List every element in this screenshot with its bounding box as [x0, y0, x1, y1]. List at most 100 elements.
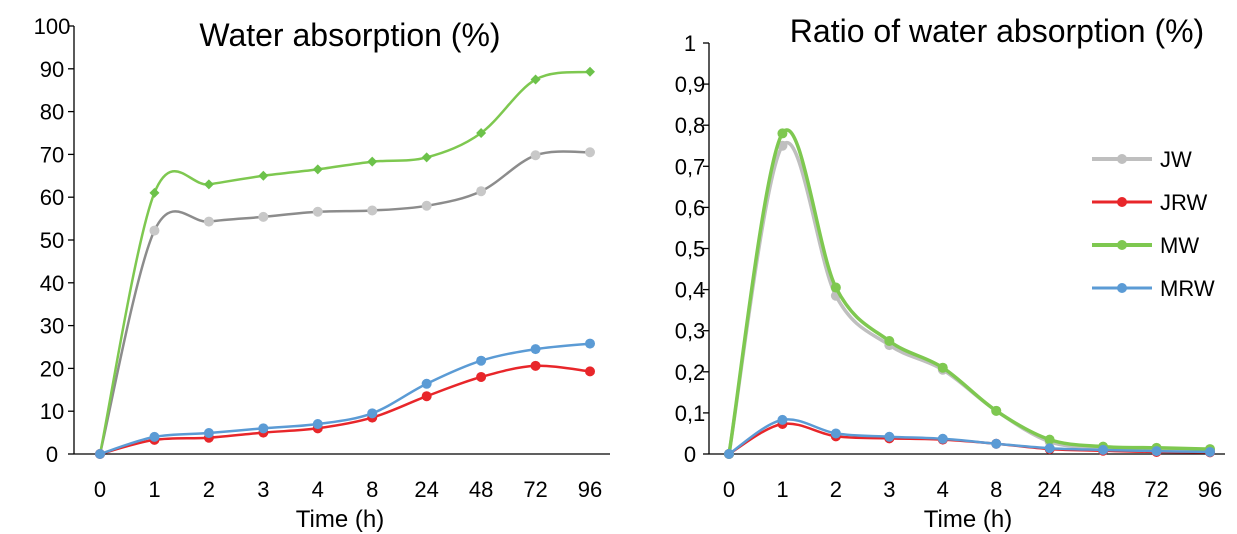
- y-tick-label: 100: [34, 14, 71, 39]
- data-point: [937, 362, 948, 373]
- data-point: [421, 378, 432, 389]
- data-point: [367, 408, 378, 419]
- chart-title: Water absorption (%): [199, 17, 500, 53]
- series-line: [98, 70, 591, 455]
- y-tick-label: 0,3: [675, 319, 706, 344]
- data-point: [421, 152, 432, 163]
- data-point: [258, 211, 269, 222]
- legend-swatch-marker: [1117, 197, 1127, 207]
- legend-swatch-marker: [1117, 283, 1127, 293]
- data-point: [1044, 443, 1055, 454]
- legend-item: MW: [1092, 233, 1199, 258]
- series-line: [99, 364, 591, 456]
- x-tick-label: 96: [1198, 477, 1222, 502]
- x-tick-label: 1: [148, 477, 160, 502]
- data-point: [312, 206, 323, 217]
- y-tick-label: 0,1: [675, 401, 706, 426]
- series-line: [99, 342, 591, 456]
- legend-label: MRW: [1160, 276, 1215, 301]
- y-tick-label: 0,9: [675, 72, 706, 97]
- data-point: [476, 186, 487, 197]
- series-line: [728, 418, 1211, 456]
- x-tick-label: 0: [94, 477, 106, 502]
- x-tick-label: 3: [257, 477, 269, 502]
- y-tick-label: 0: [46, 442, 58, 467]
- x-axis-label: Time (h): [296, 506, 384, 533]
- data-point: [312, 164, 323, 175]
- x-tick-label: 8: [990, 477, 1002, 502]
- data-point: [585, 66, 595, 77]
- legend-item: MRW: [1092, 276, 1215, 301]
- data-point: [203, 179, 214, 190]
- x-tick-label: 8: [366, 477, 378, 502]
- data-point: [585, 147, 595, 158]
- series-layer: [724, 128, 1215, 459]
- data-point: [830, 282, 841, 293]
- data-point: [530, 150, 541, 161]
- data-point: [203, 216, 214, 227]
- data-point: [585, 338, 595, 349]
- series-0: [95, 147, 595, 459]
- data-point: [1151, 446, 1162, 457]
- data-point: [830, 428, 841, 439]
- legend-item: JRW: [1092, 190, 1207, 215]
- y-tick-label: 80: [40, 100, 64, 125]
- y-tick-label: 0,8: [675, 113, 706, 138]
- legend-label: MW: [1160, 233, 1199, 258]
- series-line: [98, 150, 591, 455]
- y-tick-label: 1: [684, 31, 696, 56]
- series-line: [727, 140, 1211, 455]
- series-1: [95, 66, 595, 459]
- data-point: [95, 449, 105, 459]
- x-tick-label: 4: [312, 477, 324, 502]
- x-tick-label: 24: [1037, 477, 1061, 502]
- y-tick-label: 20: [40, 356, 64, 381]
- x-tick-label: 24: [414, 477, 438, 502]
- y-tick-label: 0,2: [675, 360, 706, 385]
- data-point: [1044, 434, 1055, 445]
- data-point: [1098, 444, 1109, 455]
- data-point: [476, 128, 487, 138]
- legend-swatch-marker: [1117, 154, 1127, 164]
- y-tick-label: 0: [684, 442, 696, 467]
- legend-label: JW: [1160, 147, 1192, 172]
- x-tick-label: 1: [776, 477, 788, 502]
- data-point: [203, 428, 214, 439]
- y-tick-label: 70: [40, 142, 64, 167]
- tick-layer: 00,10,20,30,40,50,60,70,80,910 1 2 3 4 8 24 48 7…: [675, 31, 1225, 502]
- data-point: [476, 355, 487, 366]
- data-point: [530, 360, 541, 371]
- y-tick-label: 40: [40, 271, 64, 296]
- data-point: [991, 405, 1002, 416]
- data-point: [884, 431, 895, 442]
- y-tick-label: 60: [40, 185, 64, 210]
- x-tick-label: 72: [1144, 477, 1168, 502]
- series-line: [727, 128, 1211, 455]
- data-point: [258, 423, 269, 434]
- y-tick-label: 50: [40, 228, 64, 253]
- series-mrw: [724, 414, 1215, 459]
- y-tick-label: 0,5: [675, 237, 706, 262]
- data-point: [367, 205, 378, 216]
- series-jw: [724, 140, 1215, 459]
- data-point: [530, 74, 541, 85]
- data-point: [937, 433, 948, 444]
- x-tick-label: 72: [523, 477, 547, 502]
- y-tick-label: 0,6: [675, 195, 706, 220]
- x-tick-label: 48: [1091, 477, 1115, 502]
- series-jrw: [724, 418, 1215, 459]
- data-point: [724, 449, 734, 459]
- y-tick-label: 0,4: [675, 278, 706, 303]
- data-point: [421, 200, 432, 211]
- data-point: [530, 344, 541, 355]
- y-tick-label: 10: [40, 399, 64, 424]
- x-tick-label: 0: [723, 477, 735, 502]
- y-tick-label: 0,7: [675, 154, 706, 179]
- x-tick-label: 96: [578, 477, 602, 502]
- y-tick-label: 30: [40, 314, 64, 339]
- data-point: [777, 414, 788, 425]
- data-point: [777, 128, 788, 139]
- data-point: [1205, 446, 1215, 457]
